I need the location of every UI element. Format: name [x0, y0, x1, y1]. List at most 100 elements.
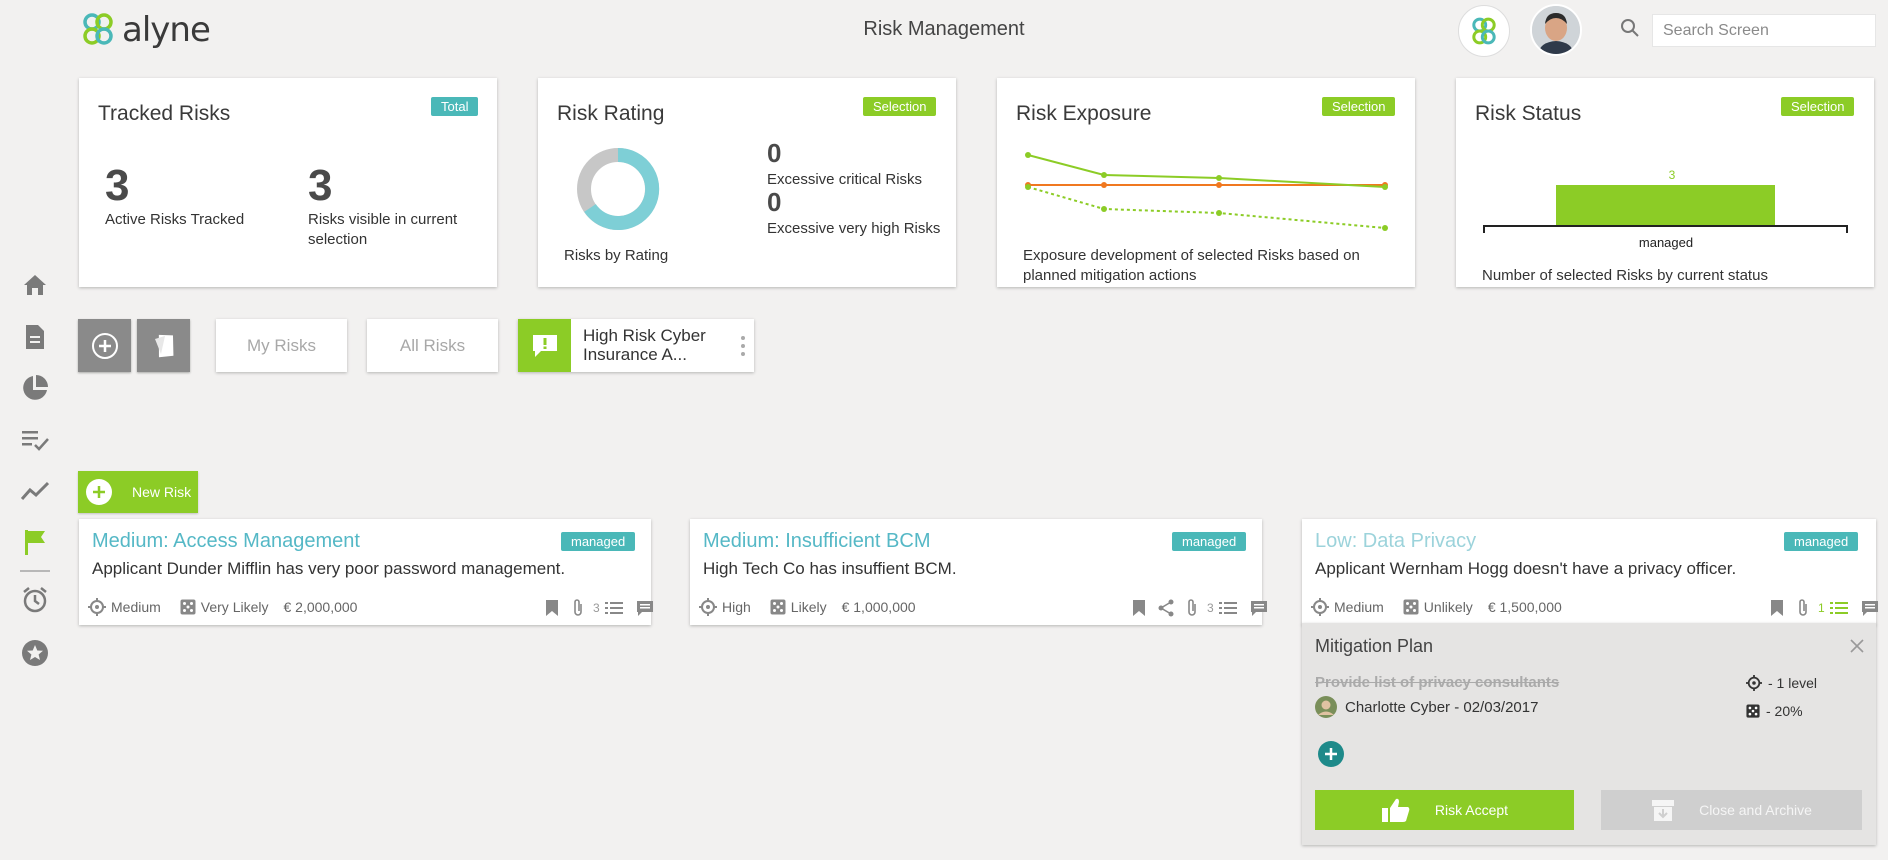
mitigation-action[interactable]: Provide list of privacy consultants — [1315, 674, 1560, 691]
exposure-caption: Exposure development of selected Risks b… — [1023, 247, 1360, 264]
bookmark-icon[interactable] — [545, 599, 559, 617]
new-risk-button[interactable]: New Risk — [78, 471, 198, 513]
plus-circle-icon — [86, 479, 112, 505]
logo-text: alyne — [122, 10, 211, 50]
risk-card[interactable]: Low: Data Privacy managed Applicant Wern… — [1302, 519, 1879, 625]
plus-circle-icon — [1318, 741, 1344, 767]
tracked-risks-card[interactable]: Tracked Risks Total 3 Active Risks Track… — [79, 78, 497, 287]
risk-description: Applicant Dunder Mifflin has very poor p… — [92, 559, 566, 578]
risk-card[interactable]: Medium: Insufficient BCM managed High Te… — [690, 519, 1267, 625]
target-icon — [88, 598, 106, 616]
trend-line-icon[interactable] — [20, 476, 50, 506]
likelihood-change-value: - 20% — [1766, 703, 1803, 719]
saved-filter-label: High Risk Cyber Insurance A... — [583, 326, 706, 364]
saved-filter-high-risk[interactable]: High Risk Cyber Insurance A... — [518, 319, 754, 372]
bookmark-icon[interactable] — [1132, 599, 1146, 617]
risk-card[interactable]: Medium: Access Management managed Applic… — [79, 519, 654, 625]
target-icon — [1311, 598, 1329, 616]
workspace-logo-button[interactable] — [1458, 5, 1510, 57]
mitigation-assignee: Charlotte Cyber - 02/03/2017 — [1315, 696, 1538, 718]
risk-accept-label: Risk Accept — [1434, 802, 1509, 818]
risk-meta: Medium Unlikely € 1,500,000 — [1311, 598, 1562, 616]
alyne-mark-icon — [1472, 17, 1496, 45]
critical-risks-count: 0 — [767, 138, 782, 168]
target-icon — [699, 598, 717, 616]
impact-value: High — [722, 599, 751, 615]
amount-value: € 2,000,000 — [283, 599, 358, 615]
task-list-icon[interactable] — [604, 601, 623, 615]
axis-tick-right — [1846, 225, 1848, 233]
risk-title[interactable]: Medium: Access Management — [92, 530, 360, 552]
likelihood-change: - 20% — [1746, 703, 1803, 719]
visible-risks-count: 3 — [308, 161, 333, 210]
status-caption: Number of selected Risks by current stat… — [1482, 267, 1768, 284]
checklist-icon[interactable] — [20, 425, 50, 455]
add-filter-button[interactable] — [78, 319, 131, 372]
attachment-icon[interactable] — [572, 598, 584, 618]
risk-description: Applicant Wernham Hogg doesn't have a pr… — [1315, 559, 1737, 578]
comment-icon[interactable] — [636, 600, 654, 617]
user-avatar[interactable] — [1530, 4, 1582, 56]
user-portrait-icon — [1532, 6, 1580, 54]
comment-icon[interactable] — [1861, 600, 1879, 617]
risk-accept-button[interactable]: Risk Accept — [1315, 790, 1574, 830]
status-badge: managed — [561, 532, 636, 551]
likelihood-value: Very Likely — [200, 599, 269, 615]
amount-value: € 1,000,000 — [841, 599, 916, 615]
card-title: Risk Status — [1475, 102, 1582, 125]
star-icon[interactable] — [20, 638, 50, 668]
all-risks-filter[interactable]: All Risks — [367, 319, 498, 372]
saved-filter-label-line1: High Risk Cyber — [583, 326, 706, 345]
risk-title[interactable]: Medium: Insufficient BCM — [703, 530, 931, 552]
archive-label: Close and Archive — [1699, 802, 1812, 818]
dice-icon — [1403, 599, 1419, 615]
dice-icon — [770, 599, 786, 615]
tags-button[interactable] — [137, 319, 190, 372]
card-title: Risk Rating — [557, 102, 665, 125]
search-icon[interactable] — [1620, 18, 1640, 43]
new-risk-label: New Risk — [132, 484, 192, 500]
status-axis-label: managed — [1638, 235, 1694, 250]
task-list-icon[interactable] — [1829, 601, 1848, 615]
risk-actions: 1 — [1770, 598, 1879, 618]
home-icon[interactable] — [20, 270, 50, 300]
attachment-icon[interactable] — [1186, 598, 1198, 618]
assignee-avatar — [1315, 696, 1337, 718]
veryhigh-risks-count: 0 — [767, 187, 782, 217]
green-series-points — [1025, 152, 1388, 231]
document-icon[interactable] — [20, 322, 50, 352]
pie-chart-icon[interactable] — [20, 373, 50, 403]
amount-value: € 1,500,000 — [1487, 599, 1562, 615]
impact-change: - 1 level — [1746, 675, 1817, 691]
flag-icon[interactable] — [20, 527, 50, 557]
risk-rating-card[interactable]: Risk Rating Selection Risks by Rating 0 … — [538, 78, 956, 287]
card-title: Risk Exposure — [1016, 102, 1152, 125]
search-input[interactable] — [1652, 14, 1876, 47]
alarm-clock-icon[interactable] — [20, 585, 50, 615]
add-mitigation-button[interactable] — [1318, 741, 1344, 772]
plus-circle-icon — [91, 332, 118, 359]
close-and-archive-button[interactable]: Close and Archive — [1601, 790, 1862, 830]
attachment-icon[interactable] — [1797, 598, 1809, 618]
risk-exposure-card[interactable]: Risk Exposure Selection Exposure develop… — [997, 78, 1415, 287]
donut-caption: Risks by Rating — [564, 247, 669, 264]
card-title: Tracked Risks — [98, 102, 231, 125]
task-list-icon[interactable] — [1218, 601, 1237, 615]
risk-actions: 3 — [545, 598, 654, 618]
my-risks-filter[interactable]: My Risks — [216, 319, 347, 372]
alert-icon — [518, 319, 571, 372]
close-icon[interactable] — [1850, 639, 1864, 658]
share-icon[interactable] — [1157, 599, 1175, 617]
comment-icon[interactable] — [1250, 600, 1268, 617]
alyne-logo-mark — [83, 13, 113, 45]
exposure-line-chart — [1025, 152, 1388, 231]
veryhigh-risks-label: Excessive very high Risks — [767, 220, 941, 237]
saved-filter-label-line2: Insurance A... — [583, 345, 687, 364]
risk-status-card[interactable]: Risk Status Selection 3 managed Number o… — [1456, 78, 1874, 287]
more-options-icon[interactable] — [740, 334, 746, 363]
bookmark-icon[interactable] — [1770, 599, 1784, 617]
alyne-logo[interactable]: alyne — [78, 10, 211, 50]
risk-title[interactable]: Low: Data Privacy — [1315, 530, 1477, 552]
sidebar-divider — [20, 570, 50, 572]
mitigation-plan-panel: Mitigation Plan Provide list of privacy … — [1302, 623, 1876, 845]
